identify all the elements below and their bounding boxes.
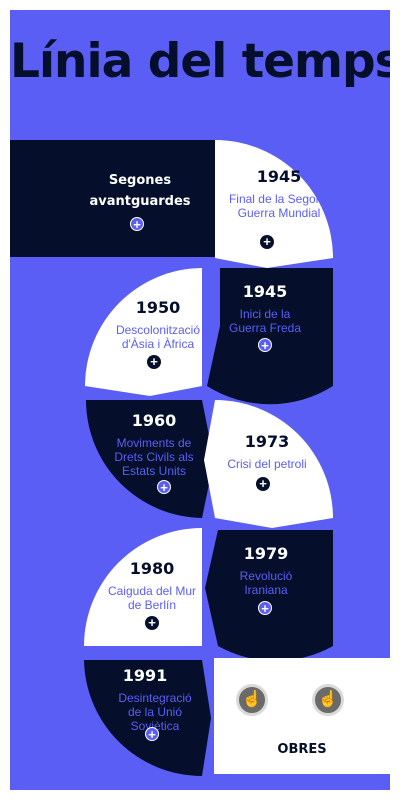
event-4-year: 1960	[131, 411, 177, 430]
obres-label[interactable]: OBRES	[277, 742, 327, 757]
event-1-description: Final de la Segona Guerra Mundial	[228, 192, 330, 220]
event-3-shape[interactable]	[84, 268, 202, 396]
plus-icon[interactable]: +	[130, 217, 144, 231]
event-6-shape[interactable]	[205, 530, 333, 661]
event-8-description: Desintegració de la Unió Soviètica	[118, 691, 192, 733]
event-5-description: Crisi del petroli	[227, 457, 307, 471]
event-4-description: Moviments de Drets Civils als Estats Uni…	[114, 436, 194, 478]
event-5-year: 1973	[244, 432, 290, 451]
event-2-shape[interactable]	[207, 268, 333, 405]
plus-icon[interactable]: +	[145, 616, 159, 630]
pointer-hand-icon[interactable]: ☝	[312, 684, 344, 716]
plus-icon[interactable]: +	[145, 727, 159, 741]
event-7-shape[interactable]	[84, 528, 202, 646]
obres-panel: ☝ ☝ OBRES	[214, 658, 390, 774]
timeline-frame: Línia del temps Segones avantguardes + 1…	[10, 10, 390, 790]
event-1-year: 1945	[256, 167, 302, 186]
event-5-shape[interactable]	[204, 400, 333, 528]
event-6: 1979 Revolució Iraniana	[222, 544, 310, 597]
event-7: 1980 Caiguda del Mur de Berlín	[104, 559, 200, 612]
event-2-year: 1945	[242, 282, 288, 301]
event-6-description: Revolució Iraniana	[239, 569, 293, 597]
timeline-shapes	[10, 140, 333, 776]
plus-icon[interactable]: +	[260, 235, 274, 249]
event-4: 1960 Moviments de Drets Civils als Estat…	[108, 411, 200, 478]
pointer-hand-icon[interactable]: ☝	[236, 684, 268, 716]
event-6-year: 1979	[243, 544, 289, 563]
plus-icon[interactable]: +	[258, 601, 272, 615]
plus-icon[interactable]: +	[256, 477, 270, 491]
intro-block	[10, 140, 215, 257]
event-5: 1973 Crisi del petroli	[217, 432, 317, 471]
event-8-shape[interactable]	[84, 660, 211, 776]
event-8-year: 1991	[122, 666, 168, 685]
event-1: 1945 Final de la Segona Guerra Mundial	[224, 167, 334, 220]
event-2-description: Inici de la Guerra Freda	[228, 307, 302, 335]
plus-icon[interactable]: +	[147, 355, 161, 369]
plus-icon[interactable]: +	[157, 480, 171, 494]
event-3-year: 1950	[135, 298, 181, 317]
page-title: Línia del temps	[10, 34, 390, 89]
event-7-year: 1980	[129, 559, 175, 578]
event-8: 1991 Desintegració de la Unió Soviètica	[114, 666, 196, 733]
event-3: 1950 Descolonització d'Àsia i Àfrica	[108, 298, 208, 351]
event-2: 1945 Inici de la Guerra Freda	[220, 282, 310, 335]
plus-icon[interactable]: +	[258, 338, 272, 352]
event-1-shape[interactable]	[215, 140, 333, 268]
intro-label: Segones avantguardes	[89, 173, 191, 209]
event-3-description: Descolonització d'Àsia i Àfrica	[115, 323, 201, 351]
event-4-shape[interactable]	[86, 400, 214, 518]
event-7-description: Caiguda del Mur de Berlín	[107, 584, 197, 612]
